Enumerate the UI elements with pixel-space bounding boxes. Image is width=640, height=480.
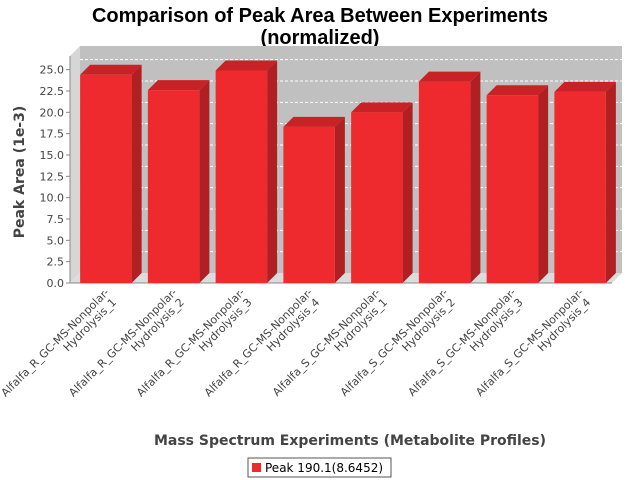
- bar: [147, 80, 210, 283]
- x-tick-label-line: Alfalfa_S_GC-MS-Nonpolar-: [270, 286, 383, 399]
- y-tick-label: 0.0: [47, 277, 65, 290]
- chart-subtitle: (normalized): [261, 27, 380, 49]
- bar-side: [402, 102, 413, 284]
- bar-top: [147, 80, 210, 91]
- x-tick-label: Alfalfa_R_GC-MS-Nonpolar-Hydrolysis_1: [0, 286, 120, 408]
- plot-floor: [70, 273, 622, 283]
- bar-front: [418, 81, 471, 283]
- x-tick-label-line: Alfalfa_S_GC-MS-Nonpolar-: [406, 286, 519, 399]
- bar: [215, 60, 278, 284]
- bar-top: [283, 116, 345, 127]
- legend-box: [247, 457, 392, 478]
- bar-front: [283, 126, 335, 283]
- bar-top: [80, 64, 142, 75]
- bar-front: [80, 74, 132, 283]
- legend: Peak 190.1(8.6452): [247, 457, 392, 478]
- bar-top: [486, 85, 549, 96]
- bar-top: [418, 71, 481, 82]
- y-tick-label: 7.5: [47, 213, 65, 226]
- plot-side-wall: [70, 46, 80, 283]
- bar-side: [334, 116, 345, 283]
- bar-front: [486, 95, 539, 283]
- y-tick-label: 5.0: [47, 234, 65, 247]
- bar: [418, 71, 481, 283]
- bar-side: [470, 71, 481, 283]
- bar-side: [267, 60, 278, 283]
- bar-side: [131, 64, 142, 283]
- x-tick-label-line: Alfalfa_S_GC-MS-Nonpolar-: [338, 286, 451, 399]
- bar: [351, 102, 413, 284]
- bar: [554, 81, 616, 283]
- bar-front: [351, 112, 403, 284]
- y-tick-label: 25.0: [40, 64, 65, 77]
- x-tick-label-line: Alfalfa_R_GC-MS-Nonpolar-: [134, 286, 247, 399]
- y-tick-label: 17.5: [40, 128, 65, 141]
- x-tick-label-line: Alfalfa_S_GC-MS-Nonpolar-: [473, 286, 586, 399]
- bar-side: [538, 85, 549, 283]
- x-tick-label-line: Alfalfa_R_GC-MS-Nonpolar-: [202, 286, 315, 399]
- x-tick-label-line: Alfalfa_R_GC-MS-Nonpolar-: [0, 286, 112, 399]
- bar: [283, 116, 345, 283]
- y-axis-label: Peak Area (1e-3): [12, 106, 28, 239]
- bar: [80, 64, 142, 283]
- bar-top: [351, 102, 413, 113]
- bar-front: [554, 91, 606, 283]
- y-tick-label: 12.5: [40, 170, 65, 183]
- bar-front: [215, 70, 268, 284]
- legend-swatch: [252, 463, 261, 472]
- bar: [486, 85, 549, 283]
- bar-top: [554, 81, 616, 92]
- bar-side: [605, 81, 616, 283]
- bar-top: [215, 60, 278, 71]
- bar-side: [199, 80, 210, 283]
- legend-label: Peak 190.1(8.6452): [265, 461, 383, 475]
- x-tick-label-line: Alfalfa_R_GC-MS-Nonpolar-: [66, 286, 179, 399]
- chart-title: Comparison of Peak Area Between Experime…: [92, 5, 548, 27]
- bar-front: [147, 90, 200, 283]
- y-axis-ticks: 0.0 2.5 5.0 7.5 10.0 12.5 15.0 17.5 20.0 22.5 25.0: [40, 64, 70, 290]
- x-axis-label: Mass Spectrum Experiments (Metabolite Pr…: [154, 433, 546, 449]
- y-tick-label: 10.0: [40, 192, 65, 205]
- x-axis-ticks: Alfalfa_R_GC-MS-Nonpolar-Hydrolysis_1Alf…: [0, 286, 593, 408]
- bars: [80, 60, 616, 284]
- y-tick-label: 22.5: [40, 85, 65, 98]
- y-tick-label: 20.0: [40, 106, 65, 119]
- y-tick-label: 2.5: [47, 256, 65, 269]
- y-tick-label: 15.0: [40, 149, 65, 162]
